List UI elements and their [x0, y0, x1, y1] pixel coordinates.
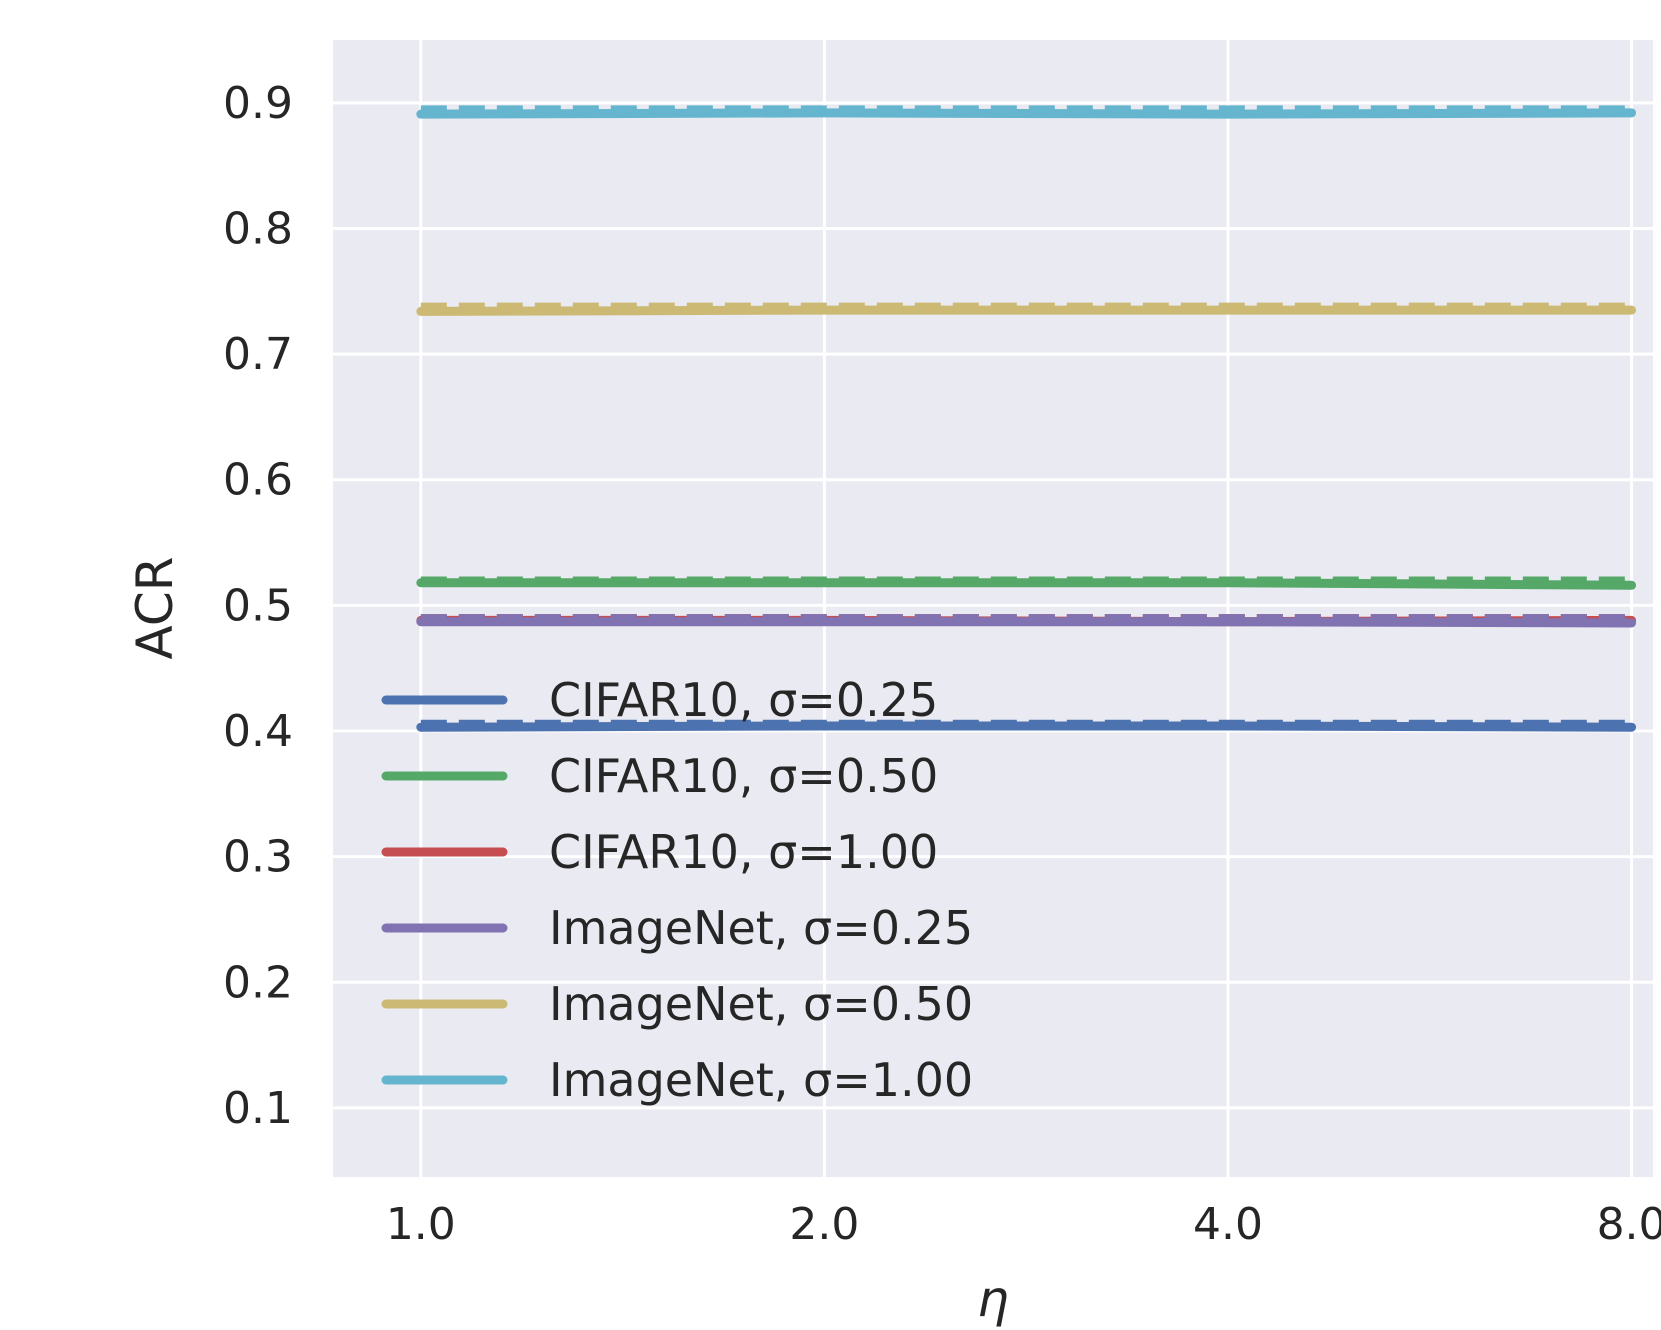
- legend-label: CIFAR10, σ=0.25: [549, 673, 938, 727]
- legend-item: CIFAR10, σ=0.25: [381, 673, 938, 727]
- y-tick-label: 0.8: [223, 203, 293, 254]
- legend: CIFAR10, σ=0.25 CIFAR10, σ=0.50 CIFAR10, σ…: [381, 673, 973, 1107]
- legend-label: ImageNet, σ=1.00: [549, 1053, 973, 1107]
- y-tick-labels: 0.1 0.2 0.3 0.4 0.5 0.6 0.7 0.8 0.9: [223, 78, 293, 1134]
- series-line: [416, 578, 1637, 590]
- legend-label: CIFAR10, σ=1.00: [549, 825, 938, 879]
- plot-background: [333, 40, 1653, 1177]
- legend-item: CIFAR10, σ=1.00: [381, 825, 938, 879]
- series-0: [416, 719, 1637, 732]
- series-3: [416, 614, 1637, 628]
- y-tick-label: 0.5: [223, 580, 293, 631]
- y-tick-label: 0.9: [223, 78, 293, 129]
- y-axis-label: ACR: [126, 557, 184, 660]
- x-tick-labels: 1.0 2.0 4.0 8.0: [386, 1199, 1661, 1250]
- legend-item: ImageNet, σ=0.50: [381, 977, 973, 1031]
- series-line: [416, 617, 1637, 628]
- legend-item: ImageNet, σ=1.00: [381, 1053, 973, 1107]
- x-tick-label: 1.0: [386, 1199, 456, 1250]
- legend-label: ImageNet, σ=0.50: [549, 977, 973, 1031]
- grid-lines: [333, 40, 1653, 1177]
- series-1: [416, 576, 1637, 590]
- series-layer: [416, 105, 1637, 732]
- legend-label: CIFAR10, σ=0.50: [549, 749, 938, 803]
- x-axis-label: η: [977, 1270, 1009, 1328]
- series-line: [416, 721, 1637, 732]
- series-line: [416, 305, 1637, 316]
- y-tick-label: 0.3: [223, 832, 293, 883]
- x-tick-label: 2.0: [789, 1199, 859, 1250]
- y-tick-label: 0.1: [223, 1083, 293, 1134]
- y-tick-label: 0.4: [223, 706, 293, 757]
- y-tick-label: 0.7: [223, 329, 293, 380]
- x-tick-label: 8.0: [1597, 1199, 1661, 1250]
- series-4: [416, 302, 1637, 316]
- legend-item: ImageNet, σ=0.25: [381, 901, 973, 955]
- y-tick-label: 0.2: [223, 957, 293, 1008]
- series-line: [416, 108, 1637, 119]
- y-tick-label: 0.6: [223, 455, 293, 506]
- legend-label: ImageNet, σ=0.25: [549, 901, 973, 955]
- legend-item: CIFAR10, σ=0.50: [381, 749, 938, 803]
- series-5: [416, 105, 1637, 119]
- x-tick-label: 4.0: [1193, 1199, 1263, 1250]
